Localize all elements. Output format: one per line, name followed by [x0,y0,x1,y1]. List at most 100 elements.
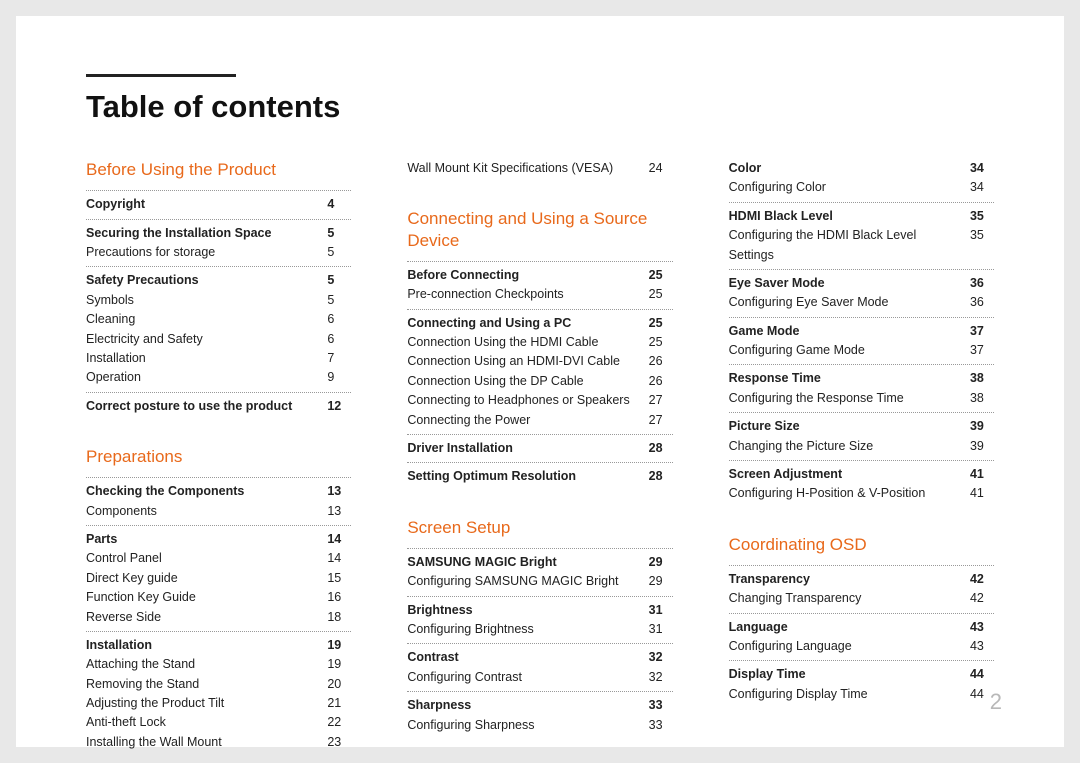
toc-page: 35 [970,226,994,265]
toc-page: 38 [970,369,994,388]
separator [729,364,994,365]
toc-page: 16 [327,588,351,607]
toc-page: 6 [327,310,351,329]
toc-entry: Configuring Contrast32 [407,668,672,687]
toc-entry: Language43 [729,618,994,637]
toc-page: 15 [327,569,351,588]
separator [729,317,994,318]
toc-page: 37 [970,341,994,360]
toc-label: Configuring Sharpness [407,716,648,735]
toc-group: HDMI Black Level35Configuring the HDMI B… [729,207,994,265]
toc-entry: Connection Using the DP Cable26 [407,372,672,391]
toc-label: Connecting and Using a PC [407,314,648,333]
toc-entry: Configuring H-Position & V-Position41 [729,484,994,503]
toc-page: 38 [970,389,994,408]
toc-entry: Correct posture to use the product12 [86,397,351,416]
toc-page: 19 [327,636,351,655]
toc-entry: Symbols5 [86,291,351,310]
toc-group: Securing the Installation Space5Precauti… [86,224,351,263]
toc-label: Configuring Brightness [407,620,648,639]
toc-label: Brightness [407,601,648,620]
toc-entry: Anti-theft Lock22 [86,713,351,732]
toc-entry: Function Key Guide16 [86,588,351,607]
toc-page: 5 [327,271,351,290]
toc-page: 31 [649,620,673,639]
toc-entry: Driver Installation28 [407,439,672,458]
chapter-heading: Screen Setup [407,517,672,538]
toc-label: Connecting the Power [407,411,648,430]
toc-page: 28 [649,439,673,458]
toc-page: 25 [649,285,673,304]
toc-page: 36 [970,274,994,293]
toc-page: 25 [649,314,673,333]
toc-page: 5 [327,291,351,310]
toc-page: 22 [327,713,351,732]
toc-group: Brightness31Configuring Brightness31 [407,601,672,640]
toc-label: Response Time [729,369,970,388]
toc-entry: Reverse Side18 [86,608,351,627]
toc-entry: Checking the Components13 [86,482,351,501]
toc-entry: Adjusting the Product Tilt21 [86,694,351,713]
toc-entry: Contrast32 [407,648,672,667]
toc-label: Checking the Components [86,482,327,501]
toc-label: Correct posture to use the product [86,397,327,416]
toc-entry: Eye Saver Mode36 [729,274,994,293]
toc-label: Configuring Contrast [407,668,648,687]
toc-page: 9 [327,368,351,387]
toc-label: SAMSUNG MAGIC Bright [407,553,648,572]
toc-group: Driver Installation28 [407,439,672,458]
toc-label: Configuring the HDMI Black Level Setting… [729,226,970,265]
toc-group: Correct posture to use the product12 [86,397,351,416]
toc-group: Game Mode37Configuring Game Mode37 [729,322,994,361]
toc-page: 39 [970,417,994,436]
toc-label: Removing the Stand [86,675,327,694]
toc-page: 12 [327,397,351,416]
toc-entry: Connecting the Power27 [407,411,672,430]
toc-entry: Connection Using the HDMI Cable25 [407,333,672,352]
toc-page: 21 [327,694,351,713]
toc-label: Connection Using an HDMI-DVI Cable [407,352,648,371]
toc-label: Configuring H-Position & V-Position [729,484,970,503]
separator [407,309,672,310]
toc-entry: Connecting and Using a PC25 [407,314,672,333]
toc-label: Direct Key guide [86,569,327,588]
toc-label: Display Time [729,665,970,684]
toc-label: Connection Using the HDMI Cable [407,333,648,352]
toc-entry: SAMSUNG MAGIC Bright29 [407,553,672,572]
toc-group: Contrast32Configuring Contrast32 [407,648,672,687]
toc-entry: Configuring Game Mode37 [729,341,994,360]
toc-label: Precautions for storage [86,243,327,262]
chapter-heading: Coordinating OSD [729,534,994,555]
toc-group: Connecting and Using a PC25Connection Us… [407,314,672,430]
toc-page: 24 [649,159,673,178]
toc-page: 37 [970,322,994,341]
toc-page: 6 [327,330,351,349]
toc-page: 27 [649,411,673,430]
toc-page: 14 [327,530,351,549]
toc-entry: Removing the Stand20 [86,675,351,694]
toc-entry: Electricity and Safety6 [86,330,351,349]
separator [729,269,994,270]
separator [86,477,351,478]
toc-label: Sharpness [407,696,648,715]
separator [86,392,351,393]
separator [86,525,351,526]
toc-label: Components [86,502,327,521]
toc-group: Checking the Components13Components13 [86,482,351,521]
separator [729,202,994,203]
toc-page: 5 [327,243,351,262]
toc-page: 20 [327,675,351,694]
toc-page: 32 [649,668,673,687]
toc-entry: Changing Transparency42 [729,589,994,608]
toc-label: Transparency [729,570,970,589]
toc-label: Copyright [86,195,327,214]
toc-entry: Game Mode37 [729,322,994,341]
toc-page: 34 [970,178,994,197]
toc-group: Language43Configuring Language43 [729,618,994,657]
toc-entry: Configuring the HDMI Black Level Setting… [729,226,994,265]
toc-entry: Configuring Brightness31 [407,620,672,639]
toc-page: 42 [970,589,994,608]
toc-page: 7 [327,349,351,368]
toc-label: Eye Saver Mode [729,274,970,293]
toc-label: Before Connecting [407,266,648,285]
